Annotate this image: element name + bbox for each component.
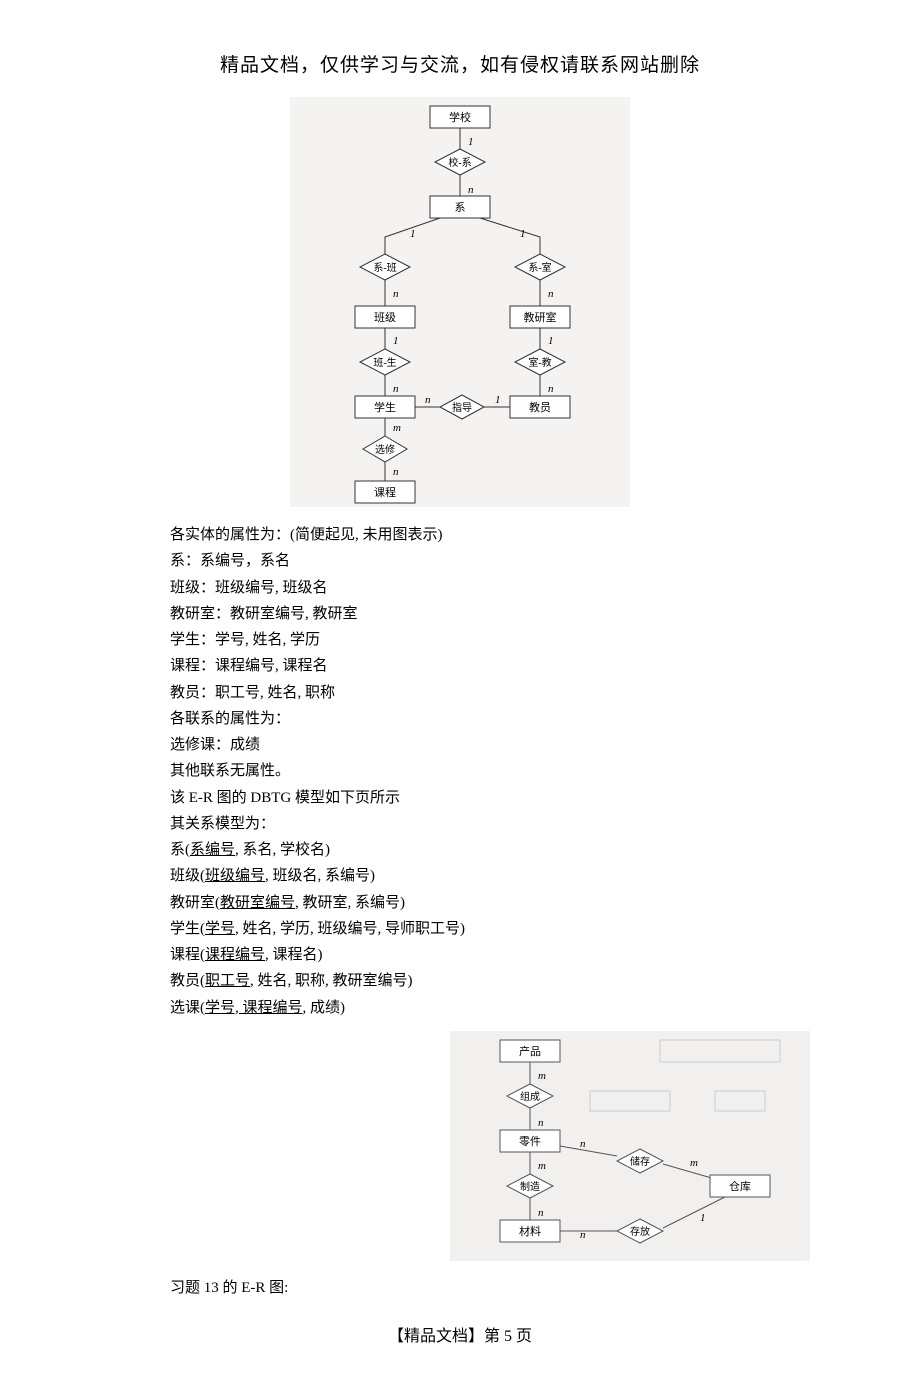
text-line: 该 E-R 图的 DBTG 模型如下页所示 <box>170 785 840 811</box>
svg-text:1: 1 <box>468 136 474 148</box>
svg-text:制造: 制造 <box>520 1180 540 1193</box>
svg-text:n: n <box>538 1117 544 1129</box>
svg-text:n: n <box>538 1207 544 1219</box>
svg-text:1: 1 <box>393 335 399 347</box>
svg-text:n: n <box>548 288 554 300</box>
svg-text:选修: 选修 <box>375 443 395 456</box>
svg-text:n: n <box>425 394 431 406</box>
svg-text:课程: 课程 <box>374 486 396 499</box>
svg-text:n: n <box>548 383 554 395</box>
svg-text:n: n <box>393 466 399 478</box>
svg-text:教研室: 教研室 <box>524 310 557 324</box>
svg-text:材料: 材料 <box>519 1224 541 1238</box>
svg-text:室-教: 室-教 <box>528 356 551 369</box>
svg-text:n: n <box>468 184 474 196</box>
svg-text:m: m <box>690 1157 698 1169</box>
svg-text:n: n <box>580 1229 586 1241</box>
er-diagram-2: m n m n n m n 1 产品零件材料 仓库 组成制造 储存存放 <box>450 1031 810 1261</box>
svg-text:仓库: 仓库 <box>729 1179 751 1193</box>
relation-line: 选课(学号, 课程编号, 成绩) <box>170 995 840 1021</box>
text-line: 教员：职工号, 姓名, 职称 <box>170 680 840 706</box>
text-line: 学生：学号, 姓名, 学历 <box>170 627 840 653</box>
svg-text:1: 1 <box>700 1212 706 1224</box>
svg-text:系-室: 系-室 <box>528 261 551 274</box>
page-footer: 【精品文档】第 5 页 <box>80 1322 840 1346</box>
svg-text:产品: 产品 <box>519 1044 541 1058</box>
svg-text:学校: 学校 <box>449 110 471 124</box>
svg-text:教员: 教员 <box>529 401 551 414</box>
er-diagram-1-container: 1 n 1 1 n n 1 1 n n n 1 m n 学校系班级 教研室学生 教员课程 校-系系-班 系-室班-生… <box>80 97 840 507</box>
relation-line: 教员(职工号, 姓名, 职称, 教研室编号) <box>170 968 840 994</box>
svg-text:储存: 储存 <box>630 1155 650 1168</box>
svg-text:系-班: 系-班 <box>373 262 396 274</box>
text-line: 课程：课程编号, 课程名 <box>170 653 840 679</box>
svg-text:1: 1 <box>520 228 526 240</box>
svg-text:n: n <box>393 288 399 300</box>
svg-text:1: 1 <box>410 228 416 240</box>
relation-line: 教研室(教研室编号, 教研室, 系编号) <box>170 890 840 916</box>
text-line: 选修课：成绩 <box>170 732 840 758</box>
relation-line: 学生(学号, 姓名, 学历, 班级编号, 导师职工号) <box>170 916 840 942</box>
relation-model-text: 系(系编号, 系名, 学校名)班级(班级编号, 班级名, 系编号)教研室(教研室… <box>170 837 840 1021</box>
text-line: 其关系模型为： <box>170 811 840 837</box>
er-diagram-1: 1 n 1 1 n n 1 1 n n n 1 m n 学校系班级 教研室学生 教员课程 校-系系-班 系-室班-生… <box>290 97 630 507</box>
text-line: 各联系的属性为： <box>170 706 840 732</box>
text-line: 系：系编号，系名 <box>170 548 840 574</box>
text-line: 各实体的属性为：(简便起见, 未用图表示) <box>170 522 840 548</box>
svg-text:班-生: 班-生 <box>373 356 396 369</box>
svg-text:m: m <box>393 422 401 434</box>
svg-text:零件: 零件 <box>519 1135 541 1148</box>
body-text: 各实体的属性为：(简便起见, 未用图表示)系：系编号，系名班级：班级编号, 班级… <box>170 522 840 837</box>
svg-text:系: 系 <box>455 201 466 214</box>
er-diagram-2-container: m n m n n m n 1 产品零件材料 仓库 组成制造 储存存放 <box>80 1031 810 1261</box>
relation-line: 系(系编号, 系名, 学校名) <box>170 837 840 863</box>
svg-text:n: n <box>393 383 399 395</box>
svg-text:m: m <box>538 1070 546 1082</box>
svg-text:组成: 组成 <box>520 1090 540 1103</box>
svg-text:校-系: 校-系 <box>448 156 471 169</box>
text-line: 班级：班级编号, 班级名 <box>170 575 840 601</box>
text-line: 其他联系无属性。 <box>170 758 840 784</box>
svg-text:1: 1 <box>548 335 554 347</box>
exercise-label: 习题 13 的 E-R 图: <box>170 1276 840 1297</box>
svg-text:1: 1 <box>495 394 501 406</box>
relation-line: 班级(班级编号, 班级名, 系编号) <box>170 863 840 889</box>
page-header: 精品文档，仅供学习与交流，如有侵权请联系网站删除 <box>80 50 840 77</box>
relation-line: 课程(课程编号, 课程名) <box>170 942 840 968</box>
svg-text:学生: 学生 <box>374 400 396 414</box>
svg-text:存放: 存放 <box>630 1225 650 1238</box>
svg-text:m: m <box>538 1160 546 1172</box>
svg-text:班级: 班级 <box>374 311 396 324</box>
svg-text:n: n <box>580 1138 586 1150</box>
text-line: 教研室：教研室编号, 教研室 <box>170 601 840 627</box>
svg-text:指导: 指导 <box>452 401 472 414</box>
